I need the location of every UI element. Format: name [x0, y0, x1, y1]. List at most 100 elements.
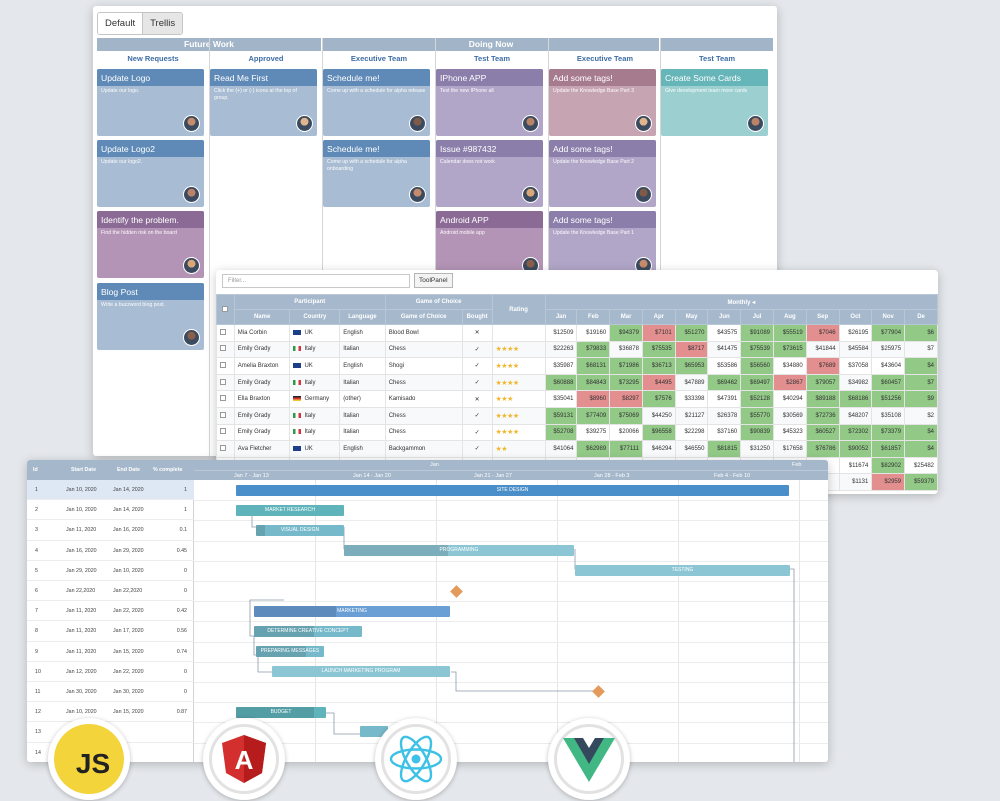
- header-month[interactable]: Jun: [707, 309, 742, 325]
- header-name[interactable]: Name: [233, 309, 291, 325]
- gantt-task-row[interactable]: 4 Jan 16, 2020 Jan 29, 2020 0.45: [27, 541, 194, 561]
- row-checkbox[interactable]: [220, 361, 226, 368]
- avatar[interactable]: [183, 186, 200, 203]
- avatar[interactable]: [183, 329, 200, 346]
- gantt-task-row[interactable]: 2 Jan 10, 2020 Jan 14, 2020 1: [27, 500, 194, 521]
- header-month[interactable]: Jan: [544, 309, 578, 325]
- row-checkbox[interactable]: [220, 328, 226, 335]
- kanban-card[interactable]: Blog Post Write a buzzword blog post.: [97, 283, 204, 350]
- avatar[interactable]: [635, 186, 652, 203]
- header-month[interactable]: Mar: [609, 309, 643, 325]
- avatar[interactable]: [522, 115, 539, 132]
- grid-row[interactable]: Ava Fletcher UK English Backgammon ✓ ★★ $41064…: [216, 440, 938, 458]
- avatar[interactable]: [409, 115, 426, 132]
- kanban-card[interactable]: Add some tags! Update the Knowledge Base …: [549, 211, 656, 278]
- header-end-date[interactable]: End Date: [117, 467, 140, 473]
- gantt-bar[interactable]: PREPARING MESSAGES: [256, 646, 324, 658]
- group-monthly[interactable]: Monthly ◂: [544, 294, 938, 310]
- row-select-cell[interactable]: [216, 357, 235, 375]
- gantt-task-row[interactable]: 6 Jan 22,2020 Jan 22,2020 0: [27, 581, 194, 602]
- kanban-card[interactable]: Identify the problem. Find the hidden ris…: [97, 211, 204, 278]
- kanban-card[interactable]: Schedule me! Come up with a schedule for …: [323, 69, 430, 136]
- row-checkbox[interactable]: [220, 444, 226, 451]
- row-checkbox[interactable]: [220, 411, 226, 418]
- select-all-checkbox[interactable]: [222, 305, 229, 312]
- header-start-date[interactable]: Start Date: [71, 467, 97, 473]
- header-month[interactable]: De: [904, 309, 938, 325]
- avatar[interactable]: [409, 186, 426, 203]
- gantt-task-row[interactable]: 5 Jan 29, 2020 Jan 10, 2020 0: [27, 561, 194, 581]
- header-id[interactable]: Id: [33, 467, 38, 473]
- gantt-task-row[interactable]: 12 Jan 10, 2020 Jan 15, 2020 0.87: [27, 702, 194, 723]
- gantt-bar[interactable]: BUDGET: [236, 706, 326, 718]
- grid-row[interactable]: Emily Grady Italy Italian Chess ✓ ★★★★ $60888 $…: [216, 373, 938, 392]
- grid-row[interactable]: Emily Grady Italy Italian Chess ✓ ★★★★ $59131 $…: [216, 406, 938, 425]
- grid-row[interactable]: Ella Braxton Germany (other) Kamisado ✕ ★★★ $3…: [216, 390, 938, 408]
- gantt-bar[interactable]: PROGRAMMING: [344, 545, 574, 557]
- filter-input[interactable]: Filter...: [222, 274, 410, 288]
- gantt-bar[interactable]: SITE DESIGN: [236, 484, 789, 496]
- avatar[interactable]: [183, 257, 200, 274]
- gantt-task-row[interactable]: 10 Jan 12, 2020 Jan 22, 2020 0: [27, 662, 194, 682]
- kanban-card[interactable]: Add some tags! Update the Knowledge Base …: [549, 69, 656, 136]
- kanban-card[interactable]: Read Me First Click the (+) or (-) icons …: [210, 69, 317, 136]
- avatar[interactable]: [522, 186, 539, 203]
- kanban-card[interactable]: Update Logo2 Update our logo2.: [97, 140, 204, 207]
- grid-row[interactable]: Emily Grady Italy Italian Chess ✓ ★★★★ $52708 $…: [216, 423, 938, 442]
- header-month[interactable]: May: [674, 309, 709, 325]
- row-checkbox[interactable]: [220, 395, 226, 402]
- header-country[interactable]: Country: [289, 309, 341, 325]
- header-month[interactable]: Jul: [740, 309, 775, 325]
- row-checkbox[interactable]: [220, 428, 226, 435]
- kanban-card[interactable]: Add some tags! Update the Knowledge Base …: [549, 140, 656, 207]
- kanban-card[interactable]: Update Logo Update our logo.: [97, 69, 204, 136]
- row-select-cell[interactable]: [216, 390, 235, 408]
- row-checkbox[interactable]: [220, 378, 226, 385]
- header-rating[interactable]: Rating: [491, 294, 546, 325]
- gantt-task-row[interactable]: 1 Jan 10, 2020 Jan 14, 2020 1: [27, 480, 194, 501]
- group-header-doing-now[interactable]: Doing Now: [323, 38, 659, 51]
- view-trellis-button[interactable]: Trellis: [142, 13, 183, 34]
- row-select-cell[interactable]: [216, 324, 235, 342]
- kanban-card[interactable]: Android APP Android mobile app: [436, 211, 543, 278]
- collapse-left-icon[interactable]: ◂: [752, 299, 756, 306]
- header-bought[interactable]: Bought: [461, 309, 493, 325]
- kanban-card[interactable]: Create Some Cards Give development team m…: [661, 69, 768, 136]
- gantt-bar-partial[interactable]: [360, 726, 388, 737]
- grid-row[interactable]: Amelia Braxton UK English Shogi ✓ ★★★★ $35987 $…: [216, 357, 938, 375]
- row-select-cell[interactable]: [216, 423, 235, 442]
- row-select-cell[interactable]: [216, 440, 235, 458]
- avatar[interactable]: [296, 115, 313, 132]
- gantt-bar[interactable]: TESTING: [575, 565, 790, 577]
- select-all-header[interactable]: [216, 294, 235, 325]
- grid-row[interactable]: Emily Grady Italy Italian Chess ✓ ★★★★ $22263 $…: [216, 340, 938, 359]
- gantt-bar[interactable]: MARKET RESEARCH: [236, 504, 344, 516]
- avatar[interactable]: [747, 115, 764, 132]
- header-month[interactable]: Oct: [838, 309, 873, 325]
- row-select-cell[interactable]: [216, 340, 235, 359]
- header-month[interactable]: Feb: [576, 309, 611, 325]
- toolpanel-button[interactable]: ToolPanel: [414, 273, 453, 288]
- avatar[interactable]: [183, 115, 200, 132]
- header-game[interactable]: Game of Choice: [384, 309, 463, 325]
- gantt-task-row[interactable]: 11 Jan 30, 2020 Jan 30, 2020 0: [27, 682, 194, 703]
- header-language[interactable]: Language: [339, 309, 386, 325]
- row-select-cell[interactable]: [216, 373, 235, 392]
- gantt-task-row[interactable]: 9 Jan 11, 2020 Jan 15, 2020 0.74: [27, 642, 194, 662]
- view-default-button[interactable]: Default: [98, 13, 143, 34]
- grid-row[interactable]: Mia Corbin UK English Blood Bowl ✕ $12509 $191…: [216, 324, 938, 342]
- gantt-task-row[interactable]: 3 Jan 11, 2020 Jan 16, 2020 0.1: [27, 520, 194, 541]
- gantt-bar[interactable]: MARKETING: [254, 605, 450, 617]
- header-month[interactable]: Aug: [773, 309, 807, 325]
- gantt-task-row[interactable]: 8 Jan 11, 2020 Jan 17, 2020 0.56: [27, 621, 194, 642]
- kanban-card[interactable]: IPhone APP Test the new IPhone all: [436, 69, 543, 136]
- header-complete[interactable]: % complete: [153, 467, 183, 473]
- gantt-bar[interactable]: LAUNCH MARKETING PROGRAM: [272, 666, 450, 678]
- kanban-card[interactable]: Schedule me! Come up with a schedule for …: [323, 140, 430, 207]
- header-month[interactable]: Sep: [805, 309, 840, 325]
- header-month[interactable]: Nov: [871, 309, 906, 325]
- header-month[interactable]: Apr: [641, 309, 676, 325]
- gantt-task-row[interactable]: 7 Jan 11, 2020 Jan 22, 2020 0.42: [27, 601, 194, 622]
- gantt-bar[interactable]: VISUAL DESIGN: [256, 524, 344, 536]
- row-select-cell[interactable]: [216, 406, 235, 425]
